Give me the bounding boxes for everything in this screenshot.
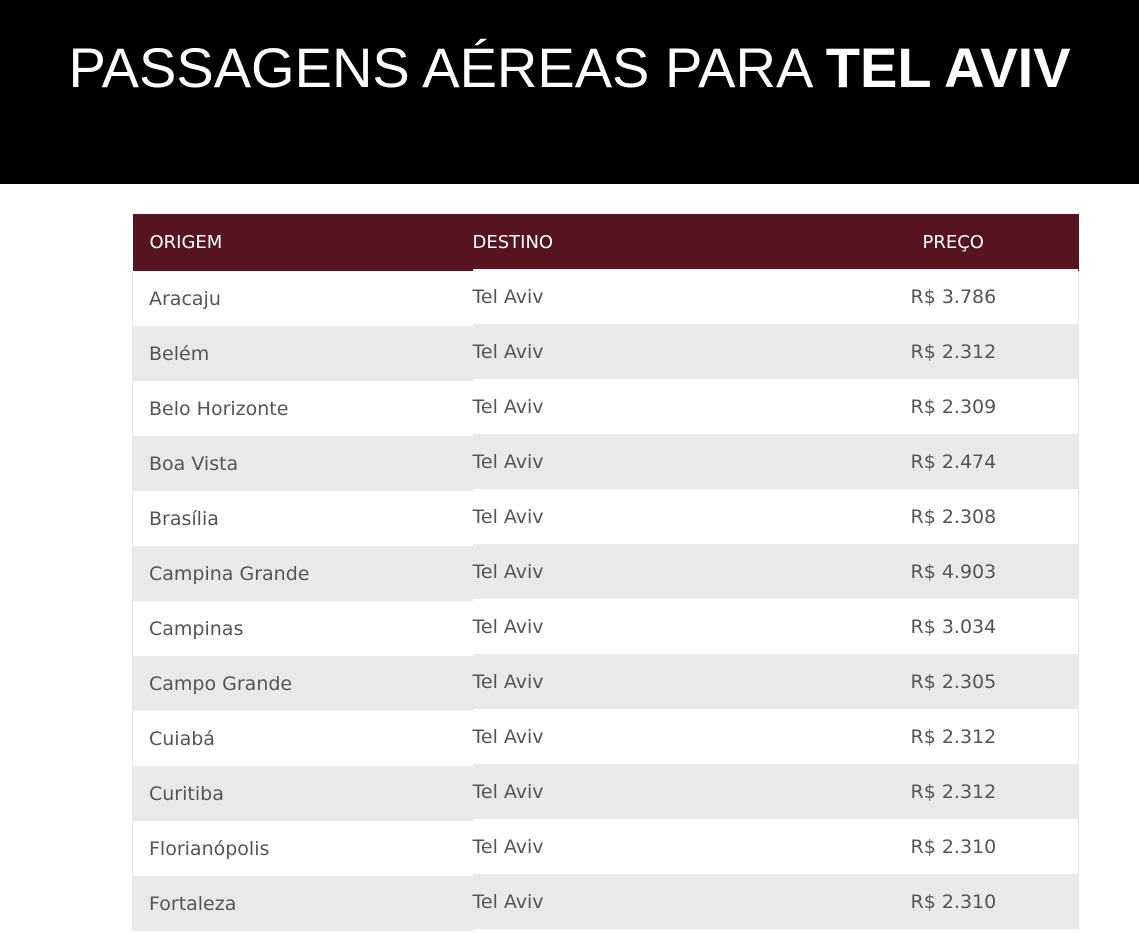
cell-destination: Tel Aviv <box>472 670 544 693</box>
page-title: PASSAGENS AÉREAS PARA TEL AVIV <box>0 30 1139 106</box>
cell-origin: Curitiba <box>132 766 473 821</box>
cell-price-container: R$ 2.310 <box>895 874 1079 929</box>
cell-destination: Tel Aviv <box>472 285 544 308</box>
table-row: Fortaleza Tel Aviv R$ 2.310 <box>132 874 1079 931</box>
cell-price-container: R$ 3.786 <box>895 269 1079 324</box>
table-row: Curitiba Tel Aviv R$ 2.312 <box>132 764 1079 821</box>
cell-origin: Belém <box>132 326 473 381</box>
cell-price: R$ 2.312 <box>910 725 997 748</box>
column-header-destination: DESTINO <box>472 232 554 253</box>
cell-origin: Cuiabá <box>132 711 473 766</box>
flights-table-container: ORIGEM DESTINO PREÇO Aracaju Tel Aviv R$ 3… <box>132 214 1079 931</box>
table-row: Brasília Tel Aviv R$ 2.308 <box>132 489 1079 546</box>
table-header: ORIGEM DESTINO PREÇO <box>132 214 1079 271</box>
cell-price: R$ 2.305 <box>910 670 997 693</box>
cell-origin: Aracaju <box>132 271 473 326</box>
cell-destination: Tel Aviv <box>472 725 544 748</box>
cell-price: R$ 2.309 <box>910 395 997 418</box>
cell-price: R$ 2.310 <box>910 890 997 913</box>
column-header-price-label: PREÇO <box>922 232 984 253</box>
cell-origin: Campinas <box>132 601 473 656</box>
cell-price-container: R$ 2.312 <box>895 764 1079 819</box>
cell-price-container: R$ 2.312 <box>895 324 1079 379</box>
cell-price-container: R$ 2.310 <box>895 819 1079 874</box>
cell-origin: Fortaleza <box>132 876 473 931</box>
cell-destination: Tel Aviv <box>472 615 544 638</box>
cell-origin: Boa Vista <box>132 436 473 491</box>
cell-destination: Tel Aviv <box>472 780 544 803</box>
cell-destination: Tel Aviv <box>472 890 544 913</box>
table-row: Campo Grande Tel Aviv R$ 2.305 <box>132 654 1079 711</box>
column-header-price: PREÇO <box>896 214 1079 271</box>
table-row: Campinas Tel Aviv R$ 3.034 <box>132 599 1079 656</box>
cell-price-container: R$ 4.903 <box>895 544 1079 599</box>
cell-price-container: R$ 2.308 <box>895 489 1079 544</box>
cell-destination: Tel Aviv <box>472 505 544 528</box>
cell-origin: Brasília <box>132 491 473 546</box>
table-row: Belo Horizonte Tel Aviv R$ 2.309 <box>132 379 1079 436</box>
cell-price: R$ 4.903 <box>910 560 997 583</box>
cell-destination: Tel Aviv <box>472 560 544 583</box>
cell-price: R$ 3.034 <box>910 615 997 638</box>
hero-banner: PASSAGENS AÉREAS PARA TEL AVIV <box>0 0 1139 184</box>
table-row: Florianópolis Tel Aviv R$ 2.310 <box>132 819 1079 876</box>
table-row: Boa Vista Tel Aviv R$ 2.474 <box>132 434 1079 491</box>
cell-price-container: R$ 3.034 <box>895 599 1079 654</box>
cell-origin: Campo Grande <box>132 656 473 711</box>
cell-origin: Belo Horizonte <box>132 381 473 436</box>
table-row: Cuiabá Tel Aviv R$ 2.312 <box>132 709 1079 766</box>
cell-destination: Tel Aviv <box>472 450 544 473</box>
cell-price: R$ 2.312 <box>910 340 997 363</box>
cell-destination: Tel Aviv <box>472 340 544 363</box>
page-title-destination: TEL AVIV <box>825 36 1071 99</box>
cell-destination: Tel Aviv <box>472 395 544 418</box>
table-row: Aracaju Tel Aviv R$ 3.786 <box>132 269 1079 326</box>
flights-table: ORIGEM DESTINO PREÇO Aracaju Tel Aviv R$ 3… <box>132 214 1079 931</box>
cell-price: R$ 2.474 <box>910 450 997 473</box>
cell-origin: Florianópolis <box>132 821 473 876</box>
table-body: Aracaju Tel Aviv R$ 3.786 Belém Tel Aviv R$ 2… <box>132 269 1079 931</box>
cell-origin: Campina Grande <box>132 546 473 601</box>
column-header-origin: ORIGEM <box>149 232 223 253</box>
cell-price: R$ 2.310 <box>910 835 997 858</box>
cell-price-container: R$ 2.312 <box>895 709 1079 764</box>
table-row: Belém Tel Aviv R$ 2.312 <box>132 324 1079 381</box>
page-title-prefix: PASSAGENS AÉREAS PARA <box>68 36 826 99</box>
table-header-row: ORIGEM DESTINO PREÇO <box>132 214 1079 271</box>
cell-price-container: R$ 2.309 <box>895 379 1079 434</box>
cell-price-container: R$ 2.474 <box>895 434 1079 489</box>
cell-price: R$ 2.308 <box>910 505 997 528</box>
cell-destination: Tel Aviv <box>472 835 544 858</box>
cell-price-container: R$ 2.305 <box>895 654 1079 709</box>
cell-price: R$ 3.786 <box>910 285 997 308</box>
table-row: Campina Grande Tel Aviv R$ 4.903 <box>132 544 1079 601</box>
cell-price: R$ 2.312 <box>910 780 997 803</box>
